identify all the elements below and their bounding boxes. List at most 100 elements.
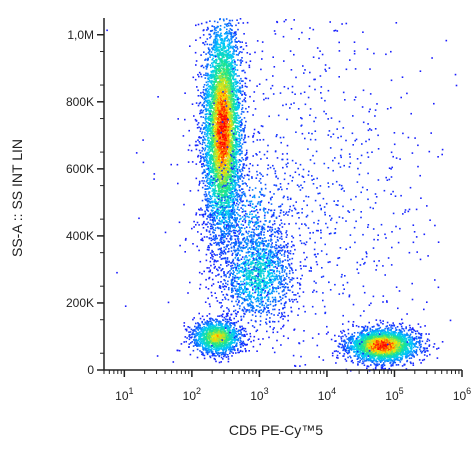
scatter-point [241, 86, 244, 89]
scatter-point [231, 260, 234, 263]
scatter-point [195, 148, 198, 151]
scatter-point [227, 101, 229, 104]
scatter-point [234, 195, 237, 198]
scatter-point [210, 118, 212, 120]
scatter-point [206, 122, 209, 124]
scatter-point [219, 28, 221, 30]
scatter-point [198, 182, 201, 184]
scatter-point [230, 134, 232, 137]
scatter-point [209, 81, 212, 83]
scatter-point [213, 109, 216, 111]
scatter-point [209, 56, 211, 58]
scatter-point [221, 168, 224, 170]
scatter-point [200, 160, 202, 162]
scatter-point [241, 143, 244, 145]
scatter-point [216, 150, 219, 152]
scatter-point [235, 73, 237, 75]
scatter-point [226, 40, 228, 42]
scatter-point [206, 104, 209, 107]
scatter-point [222, 18, 225, 21]
scatter-point [212, 219, 215, 222]
scatter-point [210, 130, 212, 132]
scatter-point [212, 151, 214, 153]
scatter-point [226, 168, 228, 170]
scatter-point [216, 88, 219, 91]
scatter-point [200, 116, 202, 118]
scatter-point [226, 178, 228, 180]
scatter-point [235, 105, 237, 108]
scatter-point [207, 142, 209, 145]
scatter-point [231, 135, 234, 138]
scatter-point [224, 166, 226, 169]
scatter-point [201, 273, 203, 275]
scatter-point [210, 157, 212, 160]
scatter-point [197, 122, 200, 124]
scatter-point [233, 88, 236, 90]
scatter-point [218, 126, 221, 128]
scatter-point [219, 200, 222, 202]
scatter-point [204, 40, 207, 43]
scatter-point [225, 144, 228, 147]
scatter-point [210, 35, 212, 38]
scatter-point [222, 45, 224, 47]
scatter-point [207, 116, 210, 118]
scatter-point [218, 84, 220, 86]
scatter-point [213, 40, 215, 43]
scatter-point [229, 72, 231, 74]
scatter-point [222, 61, 224, 63]
scatter-point [218, 211, 220, 214]
scatter-point [230, 123, 232, 126]
scatter-point [208, 105, 211, 107]
scatter-point [218, 186, 220, 189]
scatter-point [225, 151, 227, 154]
scatter-point [217, 221, 219, 224]
scatter-point [228, 122, 231, 125]
scatter-point [208, 51, 210, 54]
scatter-point [239, 138, 242, 141]
scatter-point [223, 172, 225, 174]
scatter-point [205, 229, 208, 231]
scatter-point [211, 87, 214, 89]
scatter-point [210, 114, 213, 116]
scatter-point [234, 132, 236, 134]
scatter-point [226, 102, 229, 105]
scatter-point [212, 91, 215, 94]
scatter-point [233, 100, 236, 103]
scatter-point [231, 199, 234, 201]
scatter-point [201, 180, 203, 182]
scatter-point [225, 233, 228, 236]
scatter-point [229, 98, 232, 101]
scatter-point [211, 98, 214, 101]
scatter-point [242, 177, 245, 179]
scatter-point [211, 200, 214, 203]
scatter-point [224, 68, 226, 71]
scatter-point [234, 204, 237, 207]
scatter-point [219, 185, 222, 188]
scatter-point [212, 283, 215, 285]
scatter-point [230, 150, 232, 153]
scatter-point [235, 131, 238, 133]
scatter-point [224, 50, 226, 52]
scatter-point [217, 50, 220, 52]
scatter-point [235, 31, 237, 33]
scatter-point [214, 234, 217, 236]
scatter-point [219, 79, 221, 81]
scatter-point [219, 112, 222, 115]
scatter-point [205, 53, 207, 55]
scatter-point [251, 176, 253, 178]
scatter-point [211, 65, 214, 68]
scatter-point [229, 63, 232, 65]
scatter-point [241, 150, 243, 153]
scatter-point [241, 176, 243, 178]
scatter-point [216, 197, 219, 199]
scatter-point [218, 81, 220, 84]
scatter-point [224, 144, 227, 146]
scatter-point [219, 217, 221, 219]
scatter-point [232, 145, 235, 148]
scatter-point [225, 200, 228, 203]
scatter-point [222, 77, 224, 80]
scatter-point [222, 127, 224, 130]
scatter-point [224, 177, 227, 179]
scatter-point [208, 193, 210, 195]
scatter-point [230, 61, 233, 64]
